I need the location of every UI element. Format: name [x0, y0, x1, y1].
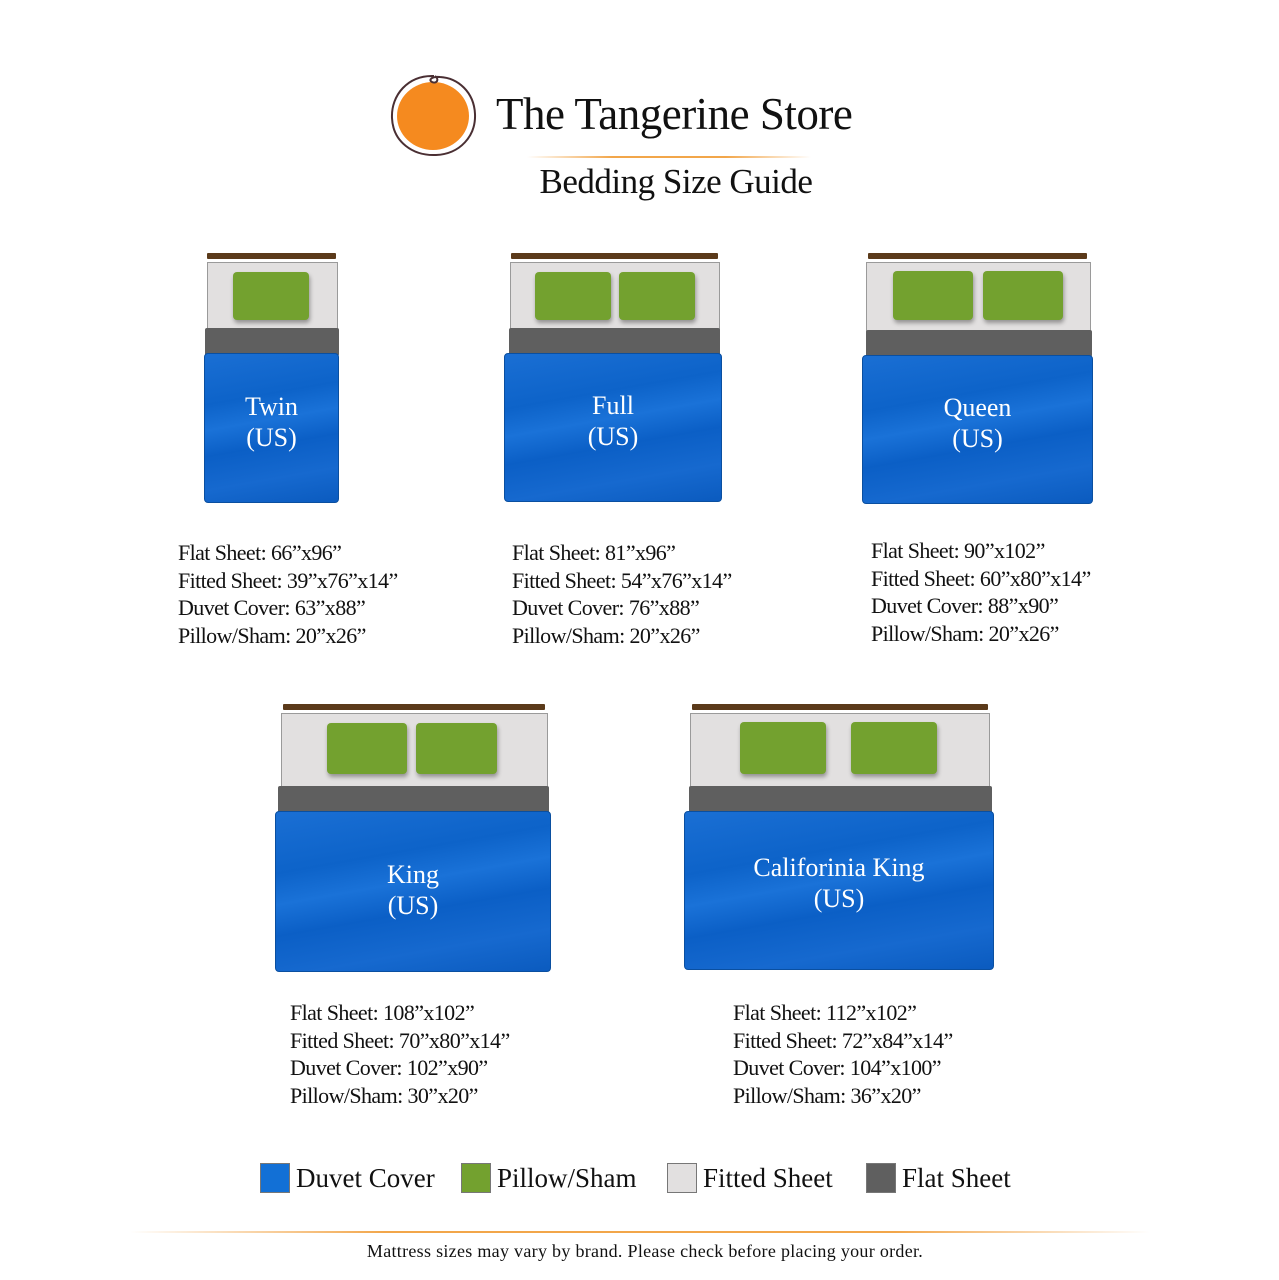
bed-name: King [387, 859, 439, 889]
flat-sheet-spec: Flat Sheet: 108”x102” [290, 1000, 475, 1025]
pillow [416, 723, 497, 774]
duvet-cover-spec: Duvet Cover: 88”x90” [871, 593, 1059, 619]
fitted-sheet [281, 713, 548, 789]
headboard [692, 704, 988, 710]
pillow-sham-spec: Pillow/Sham: 30”x20” [290, 1083, 478, 1109]
bed-region: (US) [387, 890, 439, 920]
duvet-cover-spec: Duvet Cover: 63”x88” [178, 595, 366, 621]
bed-specs: Flat Sheet: 108”x102” Fitted Sheet: 70”x… [290, 999, 510, 1110]
flat-sheet-spec: Flat Sheet: 81”x96” [512, 540, 676, 565]
duvet-cover: Twin (US) [204, 353, 339, 503]
footer-note: Mattress sizes may vary by brand. Please… [366, 1241, 924, 1261]
pillow-sham-swatch [461, 1163, 491, 1193]
legend-label: Pillow/Sham [497, 1162, 637, 1193]
fitted-sheet-swatch [667, 1163, 697, 1193]
bed-specs: Flat Sheet: 66”x96” Fitted Sheet: 39”x76… [178, 539, 398, 650]
bed-specs: Flat Sheet: 90”x102” Fitted Sheet: 60”x8… [871, 537, 1091, 648]
pillow-sham-spec: Pillow/Sham: 20”x26” [871, 621, 1059, 647]
duvet-cover: Califorinia King (US) [684, 811, 994, 970]
bed-name: Califorinia King [753, 852, 925, 882]
pillow [983, 271, 1063, 320]
pillow-sham-spec: Pillow/Sham: 20”x26” [512, 623, 700, 649]
bed-name: Queen [943, 392, 1012, 422]
pillow [233, 272, 309, 320]
flat-sheet [689, 786, 992, 814]
headboard [207, 253, 336, 259]
headboard [283, 704, 545, 710]
duvet-cover: Queen (US) [862, 355, 1093, 504]
logo [388, 70, 480, 162]
pillow [740, 722, 826, 774]
legend-label: Fitted Sheet [703, 1162, 833, 1193]
fitted-sheet-spec: Fitted Sheet: 72”x84”x14” [733, 1027, 953, 1053]
bed-region: (US) [813, 883, 865, 913]
brand-name: The Tangerine Store [496, 89, 853, 139]
bed-region: (US) [246, 423, 297, 452]
duvet-cover-spec: Duvet Cover: 102”x90” [290, 1055, 488, 1081]
fitted-sheet-spec: Fitted Sheet: 54”x76”x14” [512, 567, 732, 593]
flat-sheet [278, 786, 549, 814]
legend-fitted-sheet: Fitted Sheet [667, 1162, 833, 1194]
legend-flat-sheet: Flat Sheet [866, 1162, 1011, 1194]
legend-label: Duvet Cover [296, 1162, 435, 1193]
flat-sheet-spec: Flat Sheet: 112”x102” [733, 1000, 917, 1025]
fitted-sheet-spec: Fitted Sheet: 70”x80”x14” [290, 1027, 510, 1053]
headboard [868, 253, 1087, 259]
bed-name: Full [592, 390, 634, 420]
flat-sheet-spec: Flat Sheet: 90”x102” [871, 538, 1045, 563]
pillow [619, 272, 695, 320]
fitted-sheet [690, 713, 990, 789]
fitted-sheet-spec: Fitted Sheet: 60”x80”x14” [871, 565, 1091, 591]
flat-sheet [509, 328, 720, 356]
duvet-cover: Full (US) [504, 353, 722, 502]
bed-specs: Flat Sheet: 81”x96” Fitted Sheet: 54”x76… [512, 539, 732, 650]
duvet-cover-spec: Duvet Cover: 76”x88” [512, 595, 700, 621]
fitted-sheet-spec: Fitted Sheet: 39”x76”x14” [178, 567, 398, 593]
legend-duvet-cover: Duvet Cover [260, 1162, 435, 1194]
pillow [327, 723, 407, 774]
bed-region: (US) [952, 423, 1003, 453]
duvet-cover-spec: Duvet Cover: 104”x100” [733, 1055, 942, 1081]
pillow [893, 271, 973, 320]
pillow [851, 722, 937, 774]
duvet-cover-swatch [260, 1163, 290, 1193]
flat-sheet [866, 330, 1092, 357]
bed-name: Twin [244, 392, 299, 421]
bed-specs: Flat Sheet: 112”x102” Fitted Sheet: 72”x… [733, 999, 953, 1110]
title-divider [527, 156, 811, 158]
duvet-cover: King (US) [275, 811, 551, 972]
headboard [511, 253, 718, 259]
pillow [535, 272, 611, 320]
flat-sheet [205, 328, 339, 356]
bed-region: (US) [587, 421, 639, 451]
flat-sheet-spec: Flat Sheet: 66”x96” [178, 540, 342, 565]
footer-divider [130, 1231, 1150, 1233]
page-title: Bedding Size Guide [539, 162, 813, 201]
pillow-sham-spec: Pillow/Sham: 36”x20” [733, 1083, 921, 1109]
legend-label: Flat Sheet [902, 1162, 1011, 1193]
tangerine-circle-logo-icon [390, 74, 477, 157]
flat-sheet-swatch [866, 1163, 896, 1193]
legend-pillow-sham: Pillow/Sham [461, 1162, 637, 1194]
pillow-sham-spec: Pillow/Sham: 20”x26” [178, 623, 366, 649]
